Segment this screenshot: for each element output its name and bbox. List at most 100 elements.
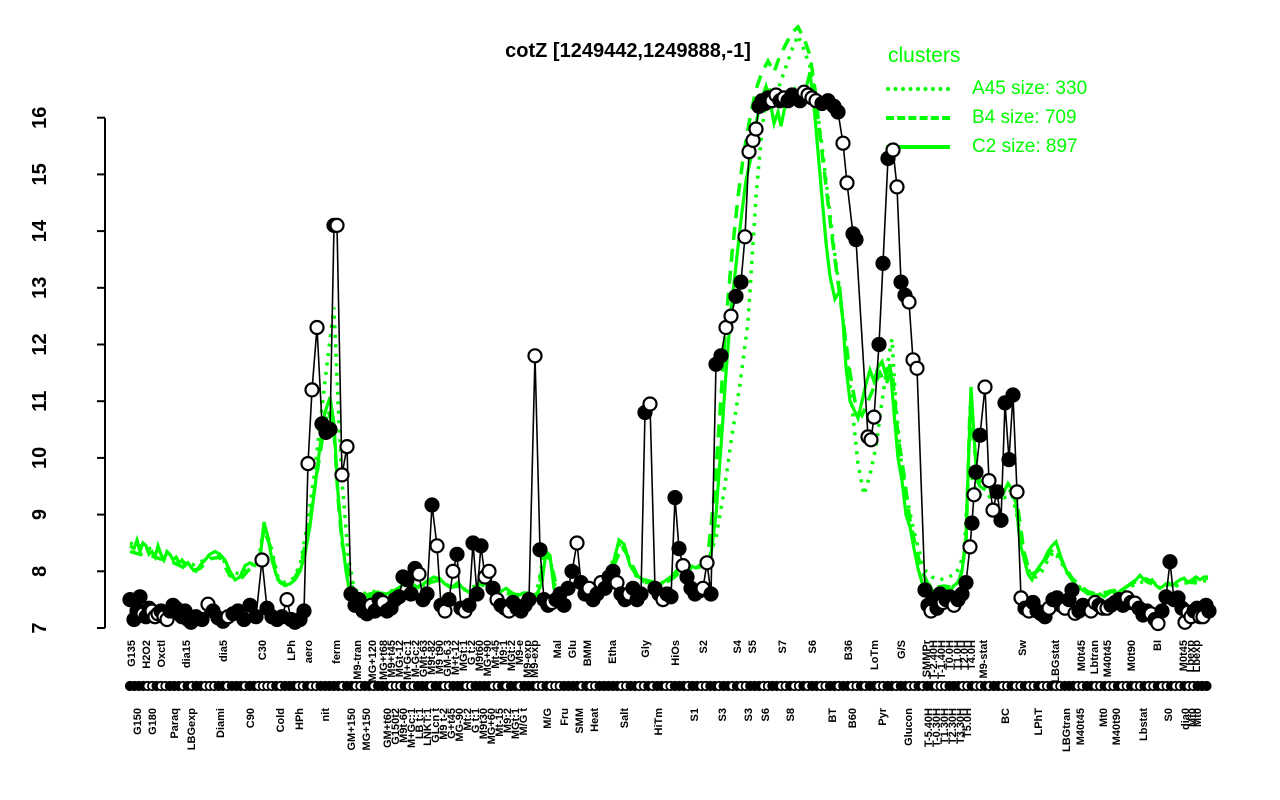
data-point-open: [966, 487, 982, 503]
x-tick-label: LBGexp: [186, 708, 198, 750]
x-tick-label: BC: [1000, 708, 1012, 724]
data-point-open: [254, 552, 270, 568]
data-point-open: [279, 591, 295, 608]
x-tick-label: Mt-15: [494, 708, 506, 737]
data-point-filled: [449, 546, 465, 562]
x-tick-label: MGt:1: [458, 640, 470, 671]
data-point-open: [909, 360, 925, 376]
x-tick-label: LBGtran: [1061, 708, 1073, 752]
data-point-open: [304, 382, 320, 398]
data-point-filled: [671, 540, 687, 557]
data-point-filled: [473, 538, 489, 554]
x-tick-label: H2O2: [141, 640, 153, 669]
data-point-filled: [958, 574, 974, 591]
x-tick-label: S3: [717, 708, 729, 721]
x-tick-label: M9:2: [502, 708, 514, 733]
y-tick-label: 7: [29, 622, 51, 633]
x-tick-label: M0t90: [1126, 640, 1138, 671]
x-tick-label: Lbexp: [1191, 640, 1203, 673]
x-tick-label: S3: [743, 708, 755, 721]
x-tick-label: M+Gc:1: [406, 708, 418, 748]
x-tick-label: Mt0: [1187, 708, 1199, 727]
x-tick-label: nit: [320, 708, 332, 722]
x-tick-label: aero: [303, 640, 315, 664]
data-point-filled: [441, 591, 457, 608]
sample-dot-filled: [1201, 680, 1212, 692]
x-tick-label: T4.0H: [966, 640, 978, 670]
data-point-filled: [1005, 387, 1021, 403]
x-tick-label: dia0: [1180, 708, 1192, 730]
data-point-filled: [917, 582, 933, 598]
x-tick-label: Mt:2: [462, 708, 474, 731]
y-tick-label: 16: [29, 107, 51, 129]
data-point-open: [977, 379, 993, 395]
data-point-open: [309, 319, 325, 336]
x-tick-label: M9t30: [478, 708, 490, 739]
data-point-open: [866, 409, 882, 425]
data-point-open: [329, 217, 345, 233]
x-tick-label: MG+90: [482, 640, 494, 676]
x-tick-label: M/G: [542, 708, 554, 729]
x-tick-label: MG+t68: [378, 640, 390, 680]
x-tick-label: M9-tran: [352, 640, 364, 680]
x-labels-lower-tier: G150 G180 Paraq LBGexp Diami C90 Cold HPh nit GM+…: [132, 707, 1204, 752]
data-point-open: [334, 467, 350, 483]
x-tick-label: Etha: [607, 639, 619, 664]
x-tick-label: M/G t: [518, 708, 530, 736]
data-point-open: [445, 563, 461, 579]
data-point-filled: [564, 563, 580, 579]
x-tick-label: T5.0H: [962, 708, 974, 738]
x-tick-label: GLcn t: [430, 708, 442, 743]
x-tick-label: G150: [132, 708, 144, 735]
data-point-open: [748, 121, 764, 137]
x-tick-label: Oxctl: [156, 640, 168, 668]
data-point-filled: [848, 232, 864, 248]
x-tick-label: MG+150: [361, 708, 373, 751]
cluster-line-a45: [129, 31, 1209, 598]
cluster-line-b4: [129, 24, 1209, 599]
x-tick-label: M9t60: [474, 640, 486, 671]
data-point-filled: [968, 464, 984, 480]
x-tick-label: BMM: [582, 640, 594, 666]
x-tick-label: M-Gc:2: [410, 640, 422, 677]
x-tick-label: Mt0: [1098, 708, 1110, 727]
data-point-filled: [322, 421, 338, 438]
x-tick-label: G t:1: [470, 708, 482, 733]
data-point-filled: [194, 611, 210, 628]
x-tick-label: Pyr: [877, 707, 889, 725]
x-tick-label: SMMPr: [921, 639, 933, 677]
x-tick-label: C30: [257, 640, 269, 660]
x-tick-label: Paraq: [169, 708, 181, 739]
x-tick-label: Mt-45: [490, 640, 502, 669]
data-point-filled: [403, 586, 419, 602]
data-point-filled: [713, 348, 729, 364]
data-point-filled: [1154, 603, 1170, 619]
data-point-open: [839, 175, 855, 191]
x-tick-label: T1.0H: [952, 640, 964, 670]
x-tick-label: LPh: [286, 640, 298, 661]
data-point-open: [835, 135, 851, 151]
data-point-filled: [296, 603, 312, 619]
x-tick-label: MGt:1: [510, 708, 522, 739]
data-point-filled: [972, 427, 988, 443]
data-point-open: [1009, 484, 1025, 500]
x-tick-label: S7: [777, 640, 789, 653]
x-tick-label: M9 t-2: [438, 708, 450, 740]
data-point-filled: [560, 580, 576, 596]
x-tick-label: T2.0H: [959, 640, 971, 670]
data-point-filled: [391, 589, 407, 605]
data-point-open: [300, 456, 316, 472]
data-point-open: [981, 473, 997, 489]
y-tick-label: 14: [29, 219, 51, 242]
legend-title: clusters: [888, 44, 961, 67]
y-axis: 7 8 9 10 11 12 13 14 15 16: [29, 107, 106, 634]
x-tick-label: S0: [1163, 708, 1175, 721]
x-tick-label: M9-stat: [978, 640, 990, 679]
chart-title: cotZ [1249442,1249888,-1]: [505, 40, 751, 62]
data-point-open: [429, 538, 445, 554]
data-point-open: [901, 294, 917, 310]
x-tick-label: MG+60: [486, 708, 498, 744]
x-tick-label: G t:2: [466, 640, 478, 665]
profile-line: [129, 90, 1210, 626]
